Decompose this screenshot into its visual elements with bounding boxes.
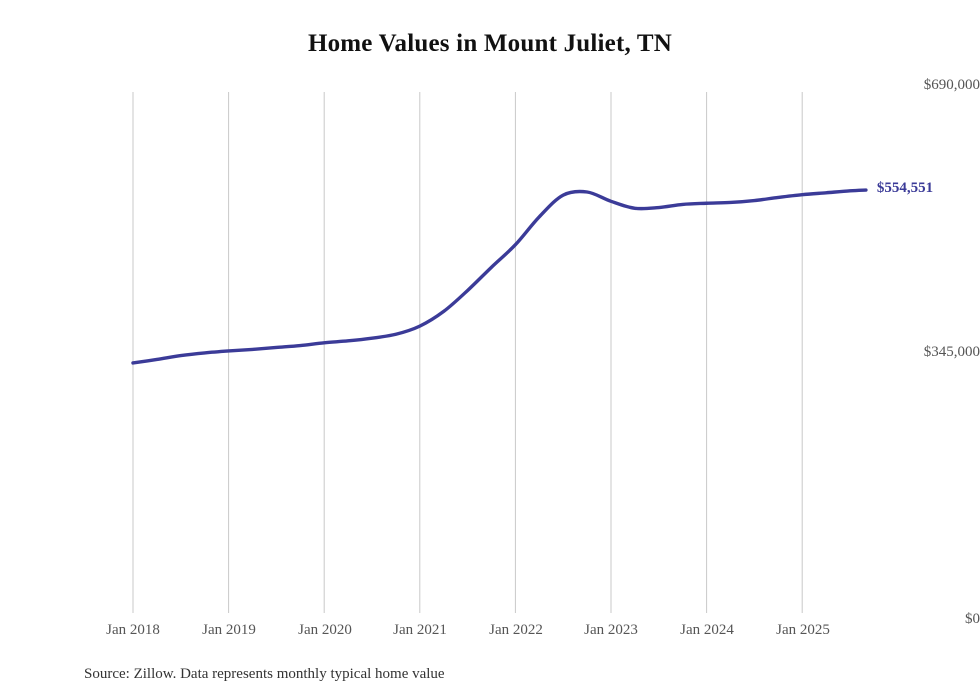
x-axis-tick-label-1: Jan 2019 [202,622,256,638]
y-axis-tick-label-mid: $345,000 [923,344,980,360]
x-axis-tick-label-3: Jan 2021 [393,622,447,638]
y-axis-tick-label-zero: $0 [965,611,980,627]
x-axis-tick-label-0: Jan 2018 [106,622,160,638]
x-axis-tick-label-4: Jan 2022 [489,622,543,638]
source-note: Source: Zillow. Data represents monthly … [84,666,445,682]
end-value-annotation: $554,551 [876,180,934,197]
y-axis-tick-label-top: $690,000 [923,77,980,93]
chart-title: Home Values in Mount Juliet, TN [307,30,673,57]
line-series-icon [131,188,868,365]
vertical-gridlines [132,92,803,613]
x-axis-tick-label-5: Jan 2023 [584,622,638,638]
x-axis-tick-label-6: Jan 2024 [680,622,734,638]
x-axis-tick-label-7: Jan 2025 [776,622,830,638]
x-axis-tick-label-2: Jan 2020 [298,622,352,638]
